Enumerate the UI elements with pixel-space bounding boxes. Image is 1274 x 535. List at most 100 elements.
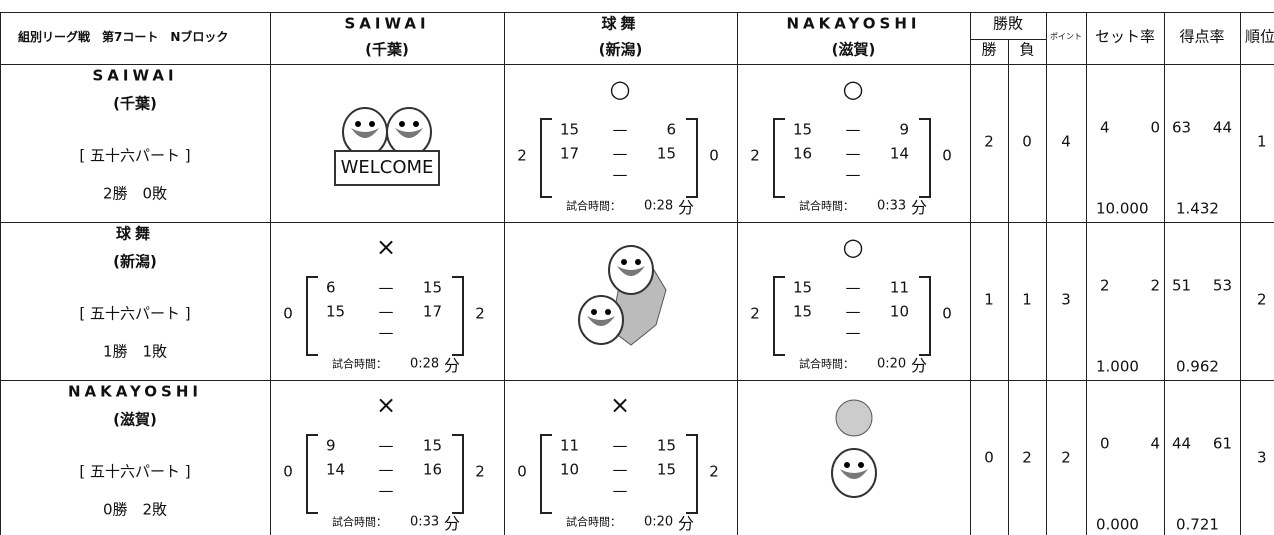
sets-against: 4 [1150, 434, 1160, 453]
sets-for: 2 [1100, 276, 1110, 295]
set-rate: 0.000 [1096, 515, 1139, 534]
score-rate: 0.721 [1176, 515, 1219, 534]
sets-won: 0 [517, 462, 527, 481]
team-pref: (千葉) [365, 40, 409, 59]
set-score: 9 [899, 120, 909, 139]
grid-line [970, 39, 1046, 40]
team-record: 0勝 2敗 [102, 500, 168, 519]
set-dash: — [612, 460, 628, 479]
team-pref: (新潟) [598, 40, 643, 59]
team-part: [ 五十六パート ] [79, 462, 191, 481]
win-loss-header: 勝敗 [992, 14, 1024, 33]
set-score: 10 [889, 302, 909, 321]
set-dash: — [378, 278, 394, 297]
set-score: 15 [793, 302, 813, 321]
team-pref: (千葉) [113, 94, 157, 113]
bracket-right [452, 434, 464, 514]
grid-line [1008, 39, 1009, 535]
set-score: 17 [422, 302, 442, 321]
grid-line [504, 12, 505, 535]
team-name: NAKAYOSHI [68, 382, 202, 401]
time-label: 試合時間： [332, 357, 387, 371]
match-time: 0:20 [877, 356, 907, 372]
rank-header: 順位 [1245, 27, 1274, 46]
grid-line [0, 12, 1, 535]
set-score: 15 [422, 436, 442, 455]
wins: 0 [984, 448, 994, 467]
sets-won: 2 [750, 146, 760, 165]
set-score: 15 [656, 460, 676, 479]
set-dash: — [378, 436, 394, 455]
sets-lost: 2 [475, 462, 485, 481]
set-score: 9 [326, 436, 336, 455]
sets-for: 0 [1100, 434, 1110, 453]
team-pref: (新潟) [113, 252, 157, 271]
rank: 3 [1257, 448, 1267, 467]
time-label: 試合時間： [566, 199, 621, 213]
result-mark: ○ [609, 75, 631, 103]
time-label: 試合時間： [332, 515, 387, 529]
set-score: 6 [666, 120, 676, 139]
header-title: 組別リーグ戦 第7コート Nブロック [18, 30, 229, 44]
set-dash: — [378, 460, 394, 479]
losses: 1 [1022, 290, 1032, 309]
result-mark: × [375, 391, 397, 419]
set-score: 6 [326, 278, 336, 297]
sets-for: 4 [1100, 118, 1110, 137]
set-dash: — [612, 165, 628, 184]
bracket-left [306, 434, 318, 514]
set-dash: — [845, 302, 861, 321]
grid-line [1086, 12, 1087, 535]
team-record: 2勝 0敗 [102, 184, 168, 203]
sets-against: 2 [1150, 276, 1160, 295]
team-part: [ 五十六パート ] [79, 304, 191, 323]
score-rate-header: 得点率 [1179, 27, 1225, 46]
team-header: 球舞 [601, 14, 640, 33]
set-score: 11 [560, 436, 580, 455]
mascot-image [577, 245, 667, 346]
set-score: 15 [656, 436, 676, 455]
bracket-right [919, 276, 931, 356]
bracket-left [306, 276, 318, 356]
set-dash: — [845, 144, 861, 163]
team-header: SAIWAI [344, 14, 430, 33]
sets-won: 2 [750, 304, 760, 323]
mascot-image [830, 399, 877, 498]
set-dash: — [612, 436, 628, 455]
set-score: 15 [326, 302, 346, 321]
bracket-right [686, 118, 698, 198]
rank: 2 [1257, 290, 1267, 309]
bracket-right [452, 276, 464, 356]
points-header: ポイント [1050, 32, 1082, 41]
result-mark: × [375, 233, 397, 261]
set-rate-header: セット率 [1094, 27, 1156, 46]
time-label: 試合時間： [799, 199, 854, 213]
rank: 1 [1257, 132, 1267, 151]
sets-lost: 2 [475, 304, 485, 323]
sets-lost: 2 [709, 462, 719, 481]
points: 4 [1061, 132, 1071, 151]
losses: 2 [1022, 448, 1032, 467]
match-time: 0:33 [410, 514, 440, 530]
team-name: 球舞 [115, 224, 155, 243]
sets-lost: 0 [709, 146, 719, 165]
points: 3 [1061, 290, 1071, 309]
result-mark: ○ [842, 233, 864, 261]
team-name: SAIWAI [92, 66, 178, 85]
grid-line [1046, 12, 1047, 535]
time-label: 試合時間： [566, 515, 621, 529]
grid-line [0, 222, 1274, 223]
bracket-left [540, 118, 552, 198]
set-dash: — [845, 323, 861, 342]
team-part: [ 五十六パート ] [79, 146, 191, 165]
team-header: NAKAYOSHI [786, 14, 921, 33]
set-score: 16 [422, 460, 442, 479]
set-rate: 1.000 [1096, 357, 1139, 376]
set-dash: — [612, 120, 628, 139]
time-unit: 分 [444, 356, 461, 375]
sets-against: 0 [1150, 118, 1160, 137]
result-mark: × [609, 391, 631, 419]
losses: 0 [1022, 132, 1032, 151]
match-time: 0:33 [877, 198, 907, 214]
time-unit: 分 [444, 514, 461, 533]
